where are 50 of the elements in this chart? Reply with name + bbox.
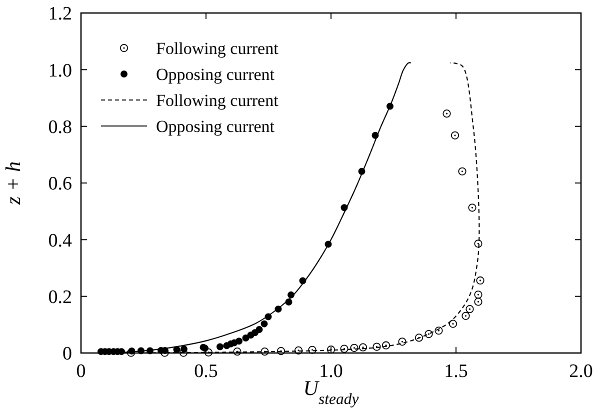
point [294,346,303,354]
point [256,326,263,333]
point [358,343,368,352]
point [474,240,482,248]
point [468,204,476,212]
y-tick-label: 0 [62,344,72,365]
point [340,344,348,353]
point [448,320,458,328]
x-tick-label: 0.5 [194,361,218,382]
y-tick-label: 0.4 [48,230,72,252]
y-tick-label: 0.2 [48,286,72,308]
legend-label: Following current [156,38,279,58]
y-axis-title: z + h [1,161,25,206]
point [382,341,390,350]
y-tick-label: 0.8 [48,116,72,138]
point [350,344,358,352]
y-tick-label: 0.6 [48,174,72,195]
point [462,312,470,320]
point [236,338,242,345]
point [458,167,466,176]
point [260,320,268,328]
point [414,334,424,342]
point [260,348,269,356]
point [476,276,484,285]
y-tick-label: 1.0 [48,60,72,82]
point [276,346,286,356]
point [466,305,474,314]
point [242,334,250,342]
point [308,346,316,354]
point [204,348,213,356]
point [372,342,381,351]
point [424,330,433,338]
legend-label: Following current [156,90,279,110]
point [474,298,482,306]
point [179,348,188,357]
point [326,346,336,354]
point [233,348,242,356]
legend-label: Opposing current [156,64,275,84]
point [474,290,482,299]
point [450,131,460,140]
legend-label: Opposing current [156,116,275,136]
y-tick-label: 1.2 [48,4,72,25]
x-tick-label: 0 [76,361,86,382]
x-tick-label: 1.5 [444,361,468,382]
point [442,110,451,118]
point [398,338,406,346]
point [180,346,188,353]
x-tick-label: 2.0 [569,361,593,382]
point [434,326,443,335]
point [216,343,224,350]
